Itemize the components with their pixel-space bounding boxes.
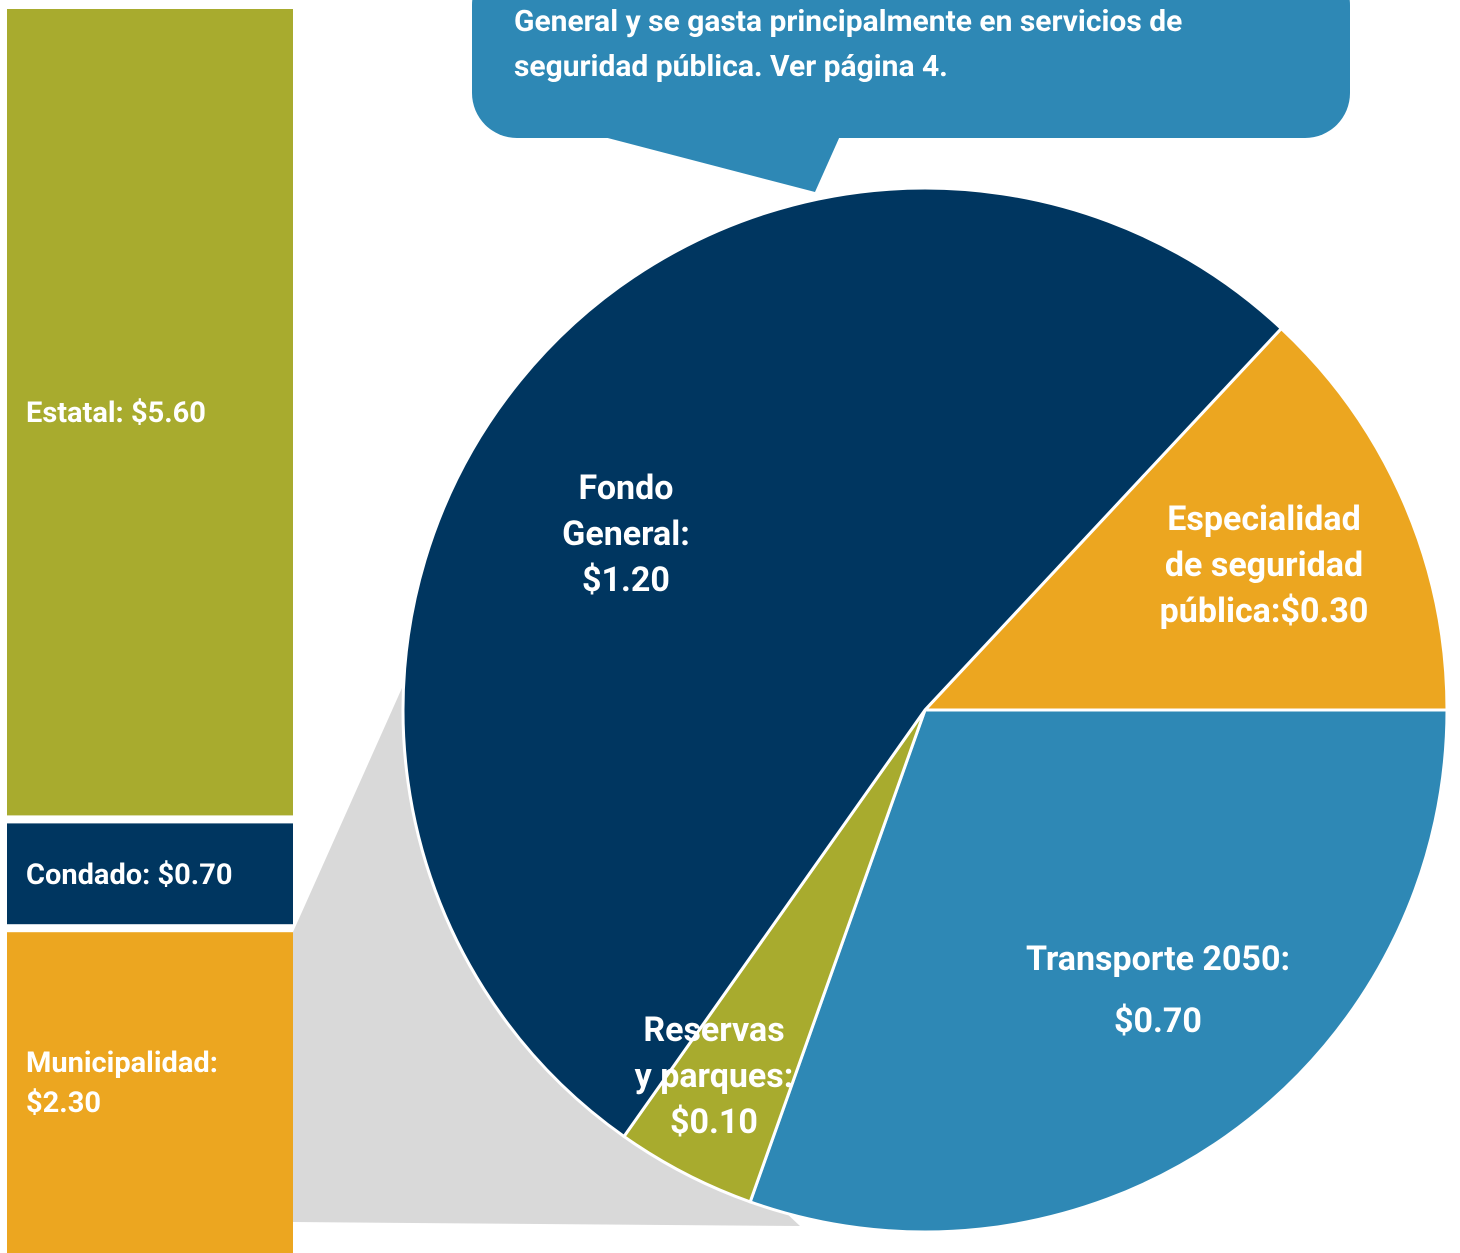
slice-label-line: Especialidad <box>1167 499 1360 539</box>
callout-line: General y se gasta principalmente en ser… <box>514 4 1182 39</box>
slice-label-line: Reservas <box>643 1010 784 1050</box>
category-label: Condado: <box>26 858 150 892</box>
slice-label: Especialidad de seguridad pública:$0.30 <box>1160 499 1369 631</box>
slice-label-line: de seguridad <box>1165 545 1363 585</box>
bar-segment <box>7 9 293 816</box>
slice-label-line: Transporte 2050: <box>1026 939 1290 979</box>
pie-slice <box>921 326 1449 712</box>
slice-label-line: General: <box>562 514 690 554</box>
slice-label: Reservas y parques: $0.10 <box>635 1010 794 1142</box>
bar-segment <box>7 823 293 925</box>
value-label: $5.60 <box>131 396 206 430</box>
value-label: $0.10 <box>670 1102 758 1142</box>
slice-label-line: Fondo <box>579 468 674 508</box>
pie-slice <box>748 708 1449 1234</box>
value-label: $1.20 <box>582 560 670 600</box>
slice-label: Transporte 2050: $0.70 <box>1026 939 1290 1041</box>
slice-label-line: pública: <box>1160 591 1281 631</box>
callout-box <box>472 0 1350 138</box>
value-label: $0.30 <box>1280 591 1368 631</box>
category-label: Municipalidad: <box>26 1046 218 1080</box>
callout: General y se gasta principalmente en ser… <box>472 0 1350 192</box>
slice-label-line: y parques: <box>635 1056 794 1096</box>
bar-segment <box>7 932 293 1253</box>
callout-line: seguridad pública. Ver página 4. <box>514 49 948 84</box>
value-label: $0.70 <box>1114 1001 1202 1041</box>
slice-label: Fondo General: $1.20 <box>562 468 690 600</box>
category-label: Estatal: <box>26 396 124 430</box>
pie-slice <box>401 186 1284 1139</box>
value-label: $2.30 <box>26 1086 101 1120</box>
slice-label-line: pública:$0.30 <box>1160 591 1369 631</box>
segment-label: Municipalidad: $2.30 <box>26 1046 218 1120</box>
value-label: $0.70 <box>158 858 233 892</box>
callout-pointer <box>600 136 840 192</box>
segment-label: Estatal: $5.60 <box>26 396 206 430</box>
segment-label: Condado: $0.70 <box>26 858 233 892</box>
